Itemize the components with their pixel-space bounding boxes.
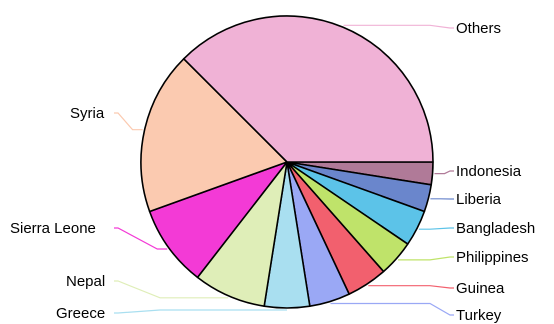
slice-label-bangladesh: Bangladesh <box>456 220 535 237</box>
leader-line-greece <box>114 309 287 314</box>
leader-line-bangladesh <box>418 227 454 230</box>
slice-label-sierra-leone: Sierra Leone <box>10 220 96 237</box>
leader-line-philippines <box>398 256 454 261</box>
pie-slice-others <box>182 15 434 163</box>
leader-line-syria <box>114 112 143 131</box>
slice-label-liberia: Liberia <box>456 191 502 208</box>
leader-line-others <box>343 24 454 29</box>
leader-lines <box>114 24 454 316</box>
pie-slices <box>140 15 434 309</box>
leader-line-guinea <box>368 285 454 289</box>
leader-line-sierra-leone <box>114 227 168 250</box>
slice-label-philippines: Philippines <box>456 249 529 266</box>
leader-line-indonesia <box>434 170 454 175</box>
slice-label-others: Others <box>456 20 501 37</box>
leader-line-nepal <box>114 280 229 299</box>
leader-line-turkey <box>330 302 454 316</box>
slice-label-guinea: Guinea <box>456 280 505 297</box>
slice-label-nepal: Nepal <box>66 273 105 290</box>
slice-label-turkey: Turkey <box>456 307 502 324</box>
slice-label-indonesia: Indonesia <box>456 163 522 180</box>
slice-label-syria: Syria <box>70 105 105 122</box>
pie-slice-sierra-leone <box>148 161 288 279</box>
slice-labels: Indonesia Liberia Bangladesh Philippines Gui… <box>10 20 535 324</box>
pie-slice-syria <box>140 57 288 213</box>
slice-label-greece: Greece <box>56 305 105 322</box>
